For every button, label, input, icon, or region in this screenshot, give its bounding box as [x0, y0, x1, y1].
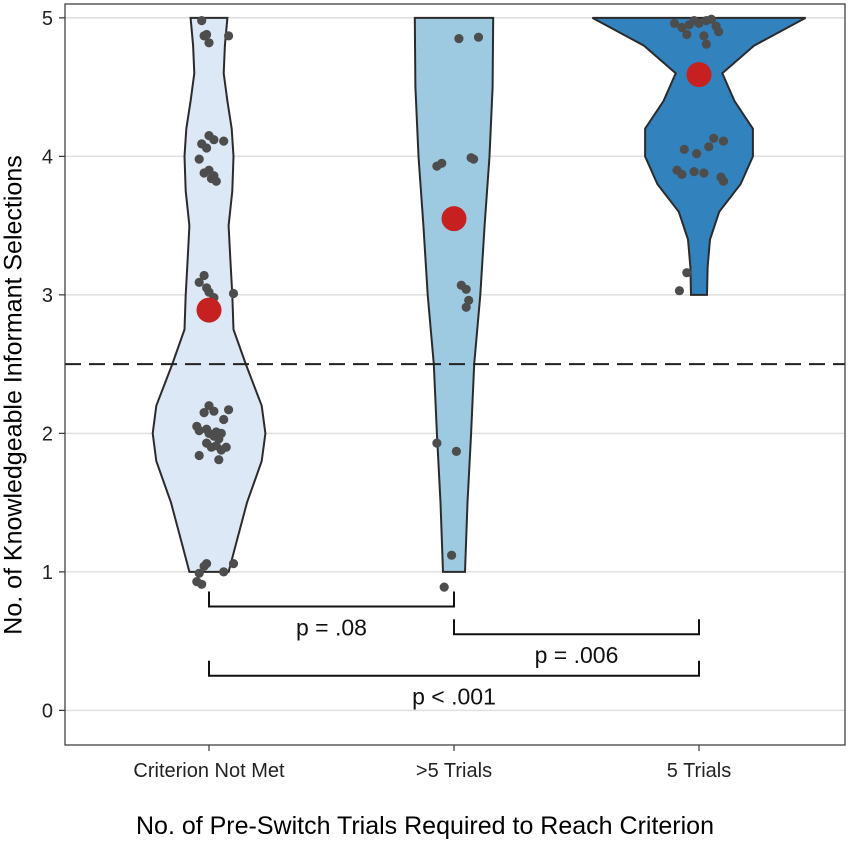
data-point-2-10: [699, 31, 709, 41]
data-point-2-13: [692, 149, 702, 159]
data-point-2-14: [704, 142, 714, 152]
data-point-0-3: [202, 29, 212, 40]
data-point-0-2: [204, 38, 214, 48]
y-tick-label-0: 0: [42, 700, 53, 722]
y-tick-label-3: 3: [42, 285, 53, 307]
data-point-1-7: [461, 284, 471, 294]
data-point-2-20: [699, 168, 709, 178]
data-point-0-44: [194, 568, 204, 578]
x-tick-label-1: >5 Trials: [416, 760, 492, 782]
data-point-0-10: [194, 154, 204, 164]
data-point-0-26: [224, 405, 234, 415]
data-point-2-23: [682, 268, 692, 278]
bracket-label-0: p = .08: [296, 614, 367, 640]
data-point-0-17: [194, 277, 204, 287]
data-point-0-15: [204, 165, 214, 175]
data-point-1-1: [473, 32, 484, 42]
data-point-2-9: [682, 29, 692, 40]
data-point-0-14: [211, 176, 221, 186]
data-point-2-15: [709, 133, 719, 143]
data-point-0-48: [228, 559, 239, 569]
mean-marker-1: [441, 206, 467, 232]
data-point-0-34: [216, 428, 226, 438]
data-point-2-8: [714, 27, 724, 37]
bracket-label-1: p = .006: [535, 642, 619, 668]
data-point-2-16: [718, 136, 729, 146]
y-tick-label-5: 5: [42, 8, 53, 30]
data-point-0-47: [219, 567, 229, 577]
mean-markers: [196, 62, 712, 323]
data-point-0-4: [224, 31, 234, 41]
bracket-label-2: p < .001: [412, 684, 496, 710]
data-point-0-0: [197, 16, 207, 26]
plot-panel-border: [64, 3, 846, 746]
data-point-1-10: [432, 438, 442, 448]
data-point-0-21: [228, 288, 239, 299]
data-point-2-12: [679, 144, 689, 154]
y-tick-label-2: 2: [42, 423, 53, 445]
x-tick-label-2: 5 Trials: [667, 760, 731, 782]
axes: 0 1 2 3 4 5 Criterion Not Met >5 Trials 5 Trials: [42, 8, 731, 782]
data-point-0-46: [197, 579, 207, 589]
data-point-0-40: [194, 450, 204, 461]
data-point-0-23: [209, 406, 219, 416]
data-point-2-19: [689, 167, 699, 177]
y-axis-label: No. of Knowledgeable Informant Selection…: [0, 155, 28, 635]
data-point-0-39: [221, 442, 231, 452]
significance-brackets: p = .08 p = .006 p < .001: [208, 591, 700, 710]
data-point-0-25: [219, 414, 229, 425]
data-point-1-9: [461, 302, 471, 312]
data-point-0-8: [204, 131, 214, 141]
data-point-2-24: [674, 286, 685, 296]
data-point-1-0: [454, 34, 464, 44]
data-point-2-18: [677, 169, 687, 179]
data-point-0-16: [199, 270, 209, 281]
data-point-1-5: [469, 154, 479, 164]
data-point-1-12: [447, 550, 457, 560]
data-point-0-7: [202, 143, 212, 153]
mean-marker-0: [196, 297, 222, 323]
data-point-2-4: [694, 18, 704, 28]
data-point-2-22: [718, 176, 729, 186]
data-point-0-28: [194, 426, 204, 436]
data-point-2-6: [706, 14, 716, 24]
data-points: [192, 14, 729, 592]
data-point-0-9: [219, 136, 229, 146]
data-point-0-24: [199, 408, 209, 418]
x-tick-label-0: Criterion Not Met: [133, 760, 285, 782]
data-point-2-11: [701, 39, 711, 49]
data-point-1-11: [451, 446, 461, 456]
y-tick-label-1: 1: [42, 562, 53, 584]
y-tick-label-4: 4: [42, 146, 53, 168]
data-point-2-0: [669, 18, 680, 28]
data-point-1-8: [464, 295, 474, 305]
bracket-0: [208, 591, 455, 608]
data-point-0-41: [214, 455, 224, 465]
data-point-1-13: [439, 582, 449, 592]
bracket-2: [208, 660, 700, 677]
data-point-1-3: [432, 161, 442, 171]
data-point-2-1: [677, 22, 687, 33]
x-axis-title: No. of Pre-Switch Trials Required to Rea…: [135, 812, 714, 840]
bracket-1: [453, 619, 700, 636]
data-point-0-43: [199, 561, 209, 571]
mean-marker-2: [686, 62, 712, 88]
